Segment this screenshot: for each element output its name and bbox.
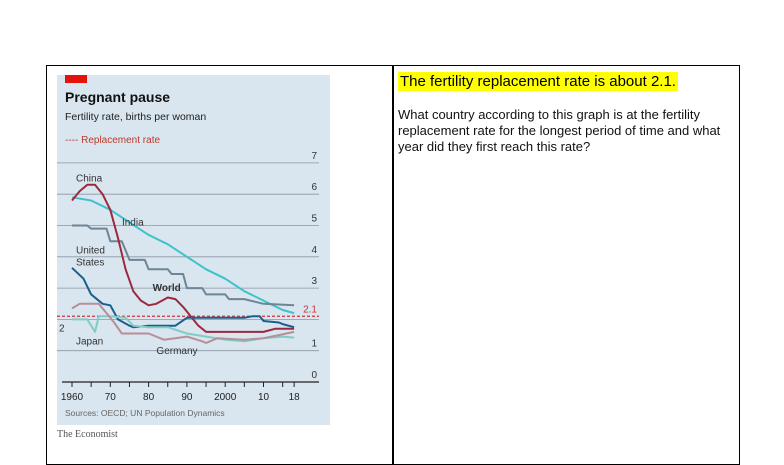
replacement-rate-label: 2.1 [303, 304, 317, 315]
column-divider [392, 66, 394, 464]
series-label-japan: Japan [76, 336, 103, 347]
x-tick-label: 2000 [214, 392, 237, 403]
question-cell: The fertility replacement rate is about … [398, 72, 733, 155]
chart-source: Sources: OECD; UN Population Dynamics [65, 408, 225, 418]
x-tick-label: 10 [258, 392, 270, 403]
y-tick-label: 1 [311, 339, 317, 350]
series-label-world: World [153, 283, 181, 294]
x-tick-label: 18 [289, 392, 301, 403]
series-label-china: China [76, 174, 103, 185]
series-line-india [71, 196, 295, 315]
question-text: What country according to this graph is … [398, 107, 721, 154]
series-line-germany [71, 302, 295, 344]
series-line-united-states [71, 267, 295, 329]
x-tick-label: 1960 [61, 392, 84, 403]
y-tick-label: 0 [311, 370, 317, 381]
y-tick-label: 6 [311, 182, 317, 193]
y-tick-label: 4 [311, 245, 317, 256]
economist-red-tab [65, 75, 87, 83]
series-line-china [71, 183, 295, 333]
chart-panel: Pregnant pause Fertility rate, births pe… [57, 75, 330, 425]
y-tick-label: 3 [311, 276, 317, 287]
series-label-united-states: United [76, 246, 105, 257]
slide-table: Pregnant pause Fertility rate, births pe… [46, 65, 740, 465]
highlighted-statement: The fertility replacement rate is about … [398, 72, 678, 91]
y-tick-label: 5 [311, 214, 317, 225]
series-label-india: India [122, 218, 144, 229]
series-label-germany: Germany [156, 346, 197, 357]
x-tick-label: 90 [181, 392, 193, 403]
chart-title: Pregnant pause [65, 89, 170, 105]
x-tick-label: 70 [105, 392, 117, 403]
legend-replacement-rate: ---- Replacement rate [65, 135, 160, 146]
y-tick-label: 2 [59, 323, 65, 334]
x-tick-label: 80 [143, 392, 155, 403]
series-line-world [72, 224, 295, 307]
chart-subtitle: Fertility rate, births per woman [65, 111, 206, 123]
fertility-chart: Pregnant pause Fertility rate, births pe… [57, 75, 319, 418]
y-tick-label: 7 [311, 151, 317, 162]
economist-credit: The Economist [57, 429, 118, 440]
series-label-united-states: States [76, 258, 104, 269]
